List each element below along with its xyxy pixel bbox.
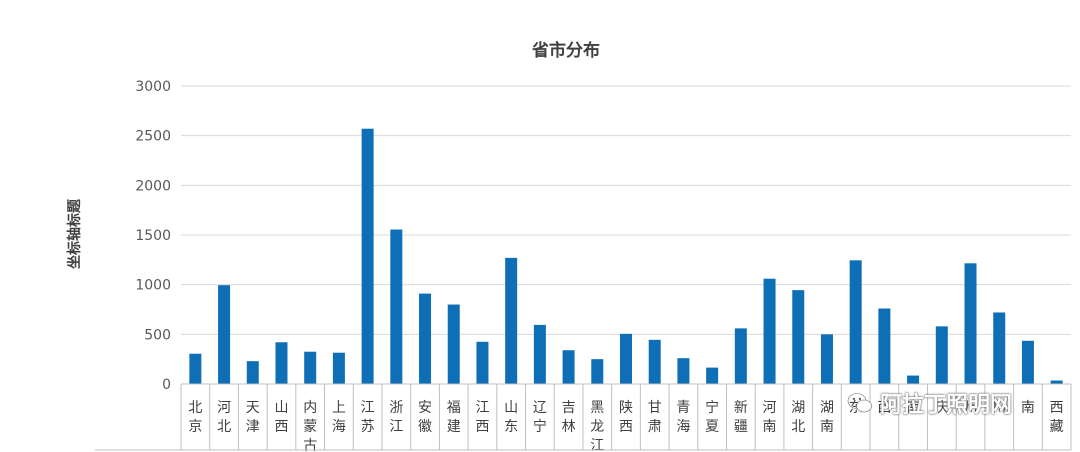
y-axis-title: 坐标轴标题 [66,198,83,269]
bar [620,333,632,384]
y-axis-ticks: 0 500 1000 1500 2000 2500 3000 [135,79,171,393]
bar [878,308,891,384]
x-category-label: 江苏 [361,400,375,435]
bar [447,304,460,384]
y-tick-label: 1000 [135,278,171,294]
x-category-label: 福建 [447,400,461,435]
watermark: 阿拉丁照明网 [846,386,1012,420]
y-tick-label: 2500 [135,129,171,145]
bar [706,367,719,384]
x-category-label: 西藏 [1050,400,1064,435]
y-tick-label: 0 [162,377,171,393]
y-tick-label: 500 [144,327,171,343]
x-category-label: 辽宁 [533,400,547,435]
watermark-text: 阿拉丁照明网 [880,393,1013,418]
bar [390,229,403,384]
bar [419,293,432,384]
y-tick-label: 2000 [135,178,171,194]
x-category-label: 上海 [332,400,346,435]
bar [332,352,345,384]
bar [1021,340,1034,384]
bar [533,324,546,384]
bar [648,339,661,384]
bar [591,359,604,384]
bar [792,290,805,384]
x-category-label: 川 [992,400,1006,416]
x-category-label: 青海 [676,400,690,435]
x-category-label: 浙江 [389,400,403,435]
x-category-label: 甘肃 [648,400,662,435]
x-axis [95,383,1072,451]
bar [734,328,747,384]
bar [189,353,202,384]
x-category-label: 河南 [763,400,777,435]
bar-series [189,128,1063,384]
bar [993,312,1006,384]
x-category-label: 江西 [475,400,489,435]
x-category-label: 河北 [217,400,231,435]
bar [218,285,231,384]
bar [246,361,259,384]
bar [849,260,862,384]
x-category-label: 西 [877,400,891,416]
y-tick-label: 1500 [135,228,171,244]
bar [935,326,948,384]
wechat-icon [847,392,872,413]
bar [964,263,977,384]
x-category-label: 庆 [935,400,949,416]
bar [304,351,317,384]
x-category-label: 北京 [188,400,202,435]
x-category-label: 山东 [504,400,518,435]
x-category-label: 天津 [246,400,260,435]
x-category-label: 内蒙古 [303,400,317,452]
x-category-label: 南 [1021,400,1035,416]
x-category-label: 湖北 [791,400,805,435]
x-category-label: 湖南 [820,400,834,435]
x-category-label: 山西 [274,400,288,435]
y-tick-label: 3000 [135,79,171,95]
x-category-label: 陕西 [619,400,633,435]
bar [1050,380,1063,384]
chart-title: 省市分布 [531,40,600,61]
bar [505,257,518,384]
x-category-label: 南 [906,400,920,416]
bar [476,341,489,384]
bar [677,358,690,384]
x-category-label: 黑龙江 [590,400,604,452]
bar [763,278,776,384]
bar [562,350,575,384]
bar [275,342,288,384]
bar [820,334,833,384]
bar [361,128,374,384]
x-category-label: 宁夏 [705,399,719,435]
bar [907,375,920,384]
x-category-label: 吉林 [562,400,576,435]
x-category-label: 新疆 [734,400,748,435]
gridlines [181,85,1071,335]
x-category-label: 州 [964,400,978,416]
x-category-label: 安徽 [418,400,432,435]
